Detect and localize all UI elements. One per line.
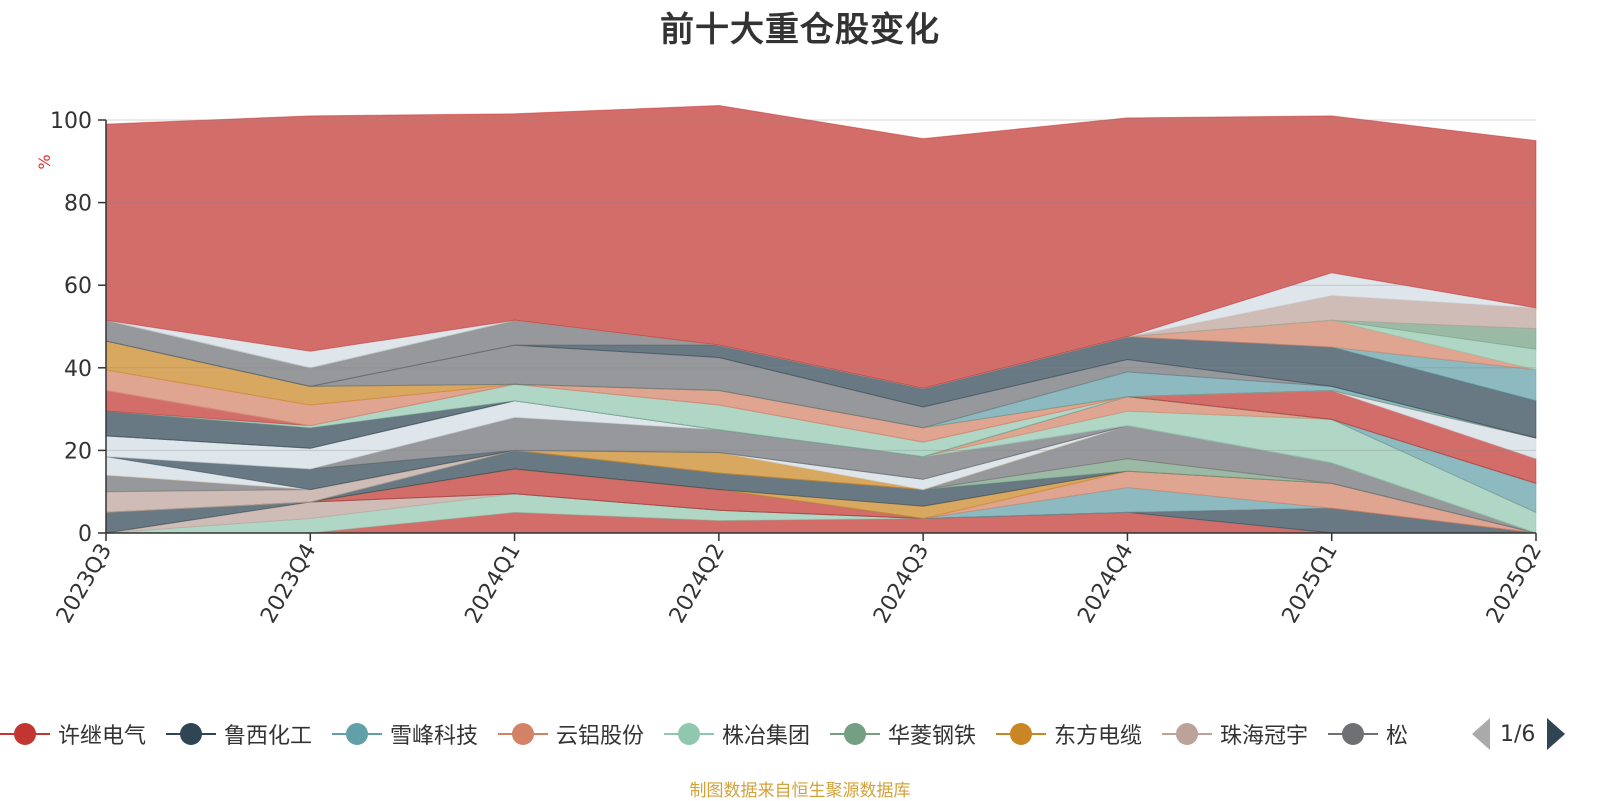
legend-label: 许继电气 bbox=[58, 724, 147, 749]
legend-item[interactable]: 东方电缆 bbox=[996, 714, 1142, 754]
y-tick-label: 20 bbox=[64, 439, 92, 464]
legend-item[interactable]: 株冶集团 bbox=[664, 714, 810, 754]
chart-title: 前十大重仓股变化 bbox=[660, 10, 940, 50]
y-tick-label: 80 bbox=[64, 192, 92, 217]
source-note: 制图数据来自恒生聚源数据库 bbox=[689, 781, 911, 801]
legend-label: 云铝股份 bbox=[556, 724, 645, 749]
legend-prev-icon[interactable] bbox=[1472, 718, 1490, 750]
legend-label: 珠海冠宇 bbox=[1220, 724, 1309, 749]
legend-marker-icon bbox=[1162, 719, 1212, 749]
area-series-layer bbox=[105, 104, 1537, 534]
legend-item[interactable]: 华菱钢铁 bbox=[830, 714, 976, 754]
y-tick-label: 100 bbox=[50, 109, 92, 134]
legend-label: 松 bbox=[1386, 724, 1409, 749]
x-tick-label: 2025Q2 bbox=[1482, 540, 1547, 628]
legend-item[interactable]: 许继电气 bbox=[0, 714, 146, 754]
legend-item[interactable]: 鲁西化工 bbox=[166, 714, 312, 754]
legend-item[interactable]: 珠海冠宇 bbox=[1162, 714, 1308, 754]
legend-marker-icon bbox=[0, 719, 50, 749]
legend-marker-icon bbox=[498, 719, 548, 749]
x-tick-label: 2023Q4 bbox=[256, 540, 321, 628]
legend-item[interactable]: 松 bbox=[1328, 714, 1408, 754]
legend-marker-icon bbox=[332, 719, 382, 749]
legend-pager: 1/6 bbox=[1472, 716, 1566, 752]
x-tick-labels: 2023Q3 2023Q4 2024Q1 2024Q2 2024Q3 2024Q4 2025… bbox=[52, 533, 1547, 628]
legend-page-indicator: 1/6 bbox=[1500, 721, 1536, 747]
legend-marker-icon bbox=[996, 719, 1046, 749]
x-tick-label: 2024Q2 bbox=[665, 540, 730, 628]
legend-next-icon[interactable] bbox=[1547, 718, 1566, 750]
legend-label: 鲁西化工 bbox=[224, 724, 313, 749]
area-series-36 bbox=[105, 104, 1537, 389]
axes bbox=[105, 120, 1536, 534]
y-tick-label: 60 bbox=[64, 274, 92, 299]
legend-item[interactable]: 云铝股份 bbox=[498, 714, 644, 754]
legend-label: 华菱钢铁 bbox=[888, 724, 977, 749]
x-tick-label: 2023Q3 bbox=[52, 540, 117, 628]
x-tick-label: 2024Q4 bbox=[1073, 540, 1138, 628]
legend-marker-icon bbox=[166, 719, 216, 749]
legend-item[interactable]: 雪峰科技 bbox=[332, 714, 478, 754]
legend-label: 雪峰科技 bbox=[390, 724, 479, 749]
y-tick-labels: 0 20 40 60 80 100 bbox=[50, 109, 106, 547]
legend-marker-icon bbox=[1328, 719, 1378, 749]
legend-label: 东方电缆 bbox=[1054, 724, 1143, 749]
legend-label: 株冶集团 bbox=[722, 724, 811, 749]
y-tick-label: 40 bbox=[64, 357, 92, 382]
x-tick-label: 2025Q1 bbox=[1278, 540, 1343, 628]
x-tick-label: 2024Q1 bbox=[460, 540, 525, 628]
legend: 许继电气 鲁西化工 雪峰科技 云铝股份 株冶集团 华菱钢铁 东方电缆 珠海冠宇 松 bbox=[0, 714, 1480, 754]
legend-marker-icon bbox=[664, 719, 714, 749]
y-tick-label: 0 bbox=[78, 522, 92, 547]
legend-marker-icon bbox=[830, 719, 880, 749]
grid-lines bbox=[106, 119, 1536, 451]
y-axis-unit: % bbox=[35, 154, 54, 169]
x-tick-label: 2024Q3 bbox=[869, 540, 934, 628]
